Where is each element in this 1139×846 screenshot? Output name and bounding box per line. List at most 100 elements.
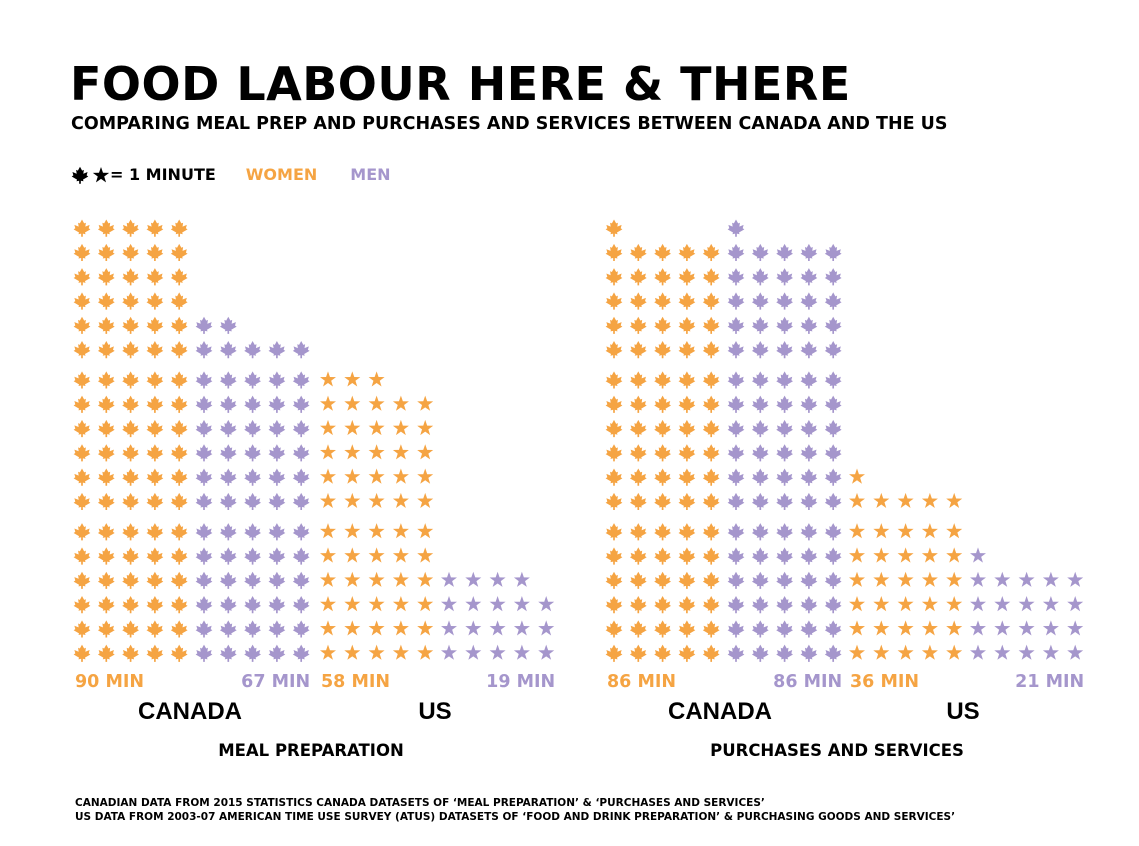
maple-leaf-mark bbox=[97, 316, 115, 334]
star-mark bbox=[946, 547, 963, 563]
maple-leaf-mark bbox=[776, 316, 793, 334]
star-mark bbox=[368, 492, 385, 508]
maple-leaf-mark bbox=[219, 419, 237, 438]
maple-leaf-mark bbox=[654, 419, 671, 438]
maple-leaf-mark bbox=[629, 444, 647, 462]
star-mark bbox=[344, 596, 361, 612]
maple-leaf-mark bbox=[629, 395, 647, 413]
maple-leaf-mark bbox=[824, 444, 842, 462]
star-mark bbox=[368, 620, 385, 636]
maple-leaf-mark bbox=[727, 523, 745, 541]
star-mark bbox=[441, 596, 457, 612]
star-mark bbox=[873, 547, 890, 563]
maple-leaf-mark bbox=[97, 596, 115, 614]
maple-leaf-mark bbox=[97, 243, 115, 262]
maple-leaf-mark bbox=[702, 243, 720, 262]
maple-leaf-mark bbox=[605, 644, 623, 662]
star-mark bbox=[344, 419, 361, 436]
star-mark bbox=[465, 571, 482, 587]
star-mark bbox=[392, 596, 409, 612]
chart-title: PURCHASES AND SERVICES bbox=[710, 741, 964, 760]
maple-leaf-mark bbox=[170, 341, 188, 359]
maple-leaf-mark bbox=[678, 468, 696, 486]
star-mark bbox=[873, 596, 890, 612]
star-mark bbox=[873, 620, 890, 636]
maple-leaf-mark bbox=[702, 341, 720, 359]
maple-leaf-mark bbox=[73, 268, 91, 286]
maple-leaf-mark bbox=[654, 395, 671, 413]
star-mark bbox=[1042, 644, 1059, 660]
maple-leaf-mark bbox=[824, 571, 842, 589]
maple-leaf-mark bbox=[73, 620, 91, 638]
maple-leaf-mark bbox=[73, 596, 91, 614]
star-mark bbox=[849, 492, 865, 508]
maple-leaf-mark bbox=[800, 571, 818, 589]
maple-leaf-mark bbox=[292, 571, 310, 589]
star-mark bbox=[994, 620, 1011, 636]
maple-leaf-mark bbox=[629, 371, 647, 389]
maple-leaf-mark bbox=[678, 571, 696, 589]
maple-leaf-mark bbox=[195, 547, 213, 565]
maple-leaf-mark bbox=[292, 492, 310, 511]
maple-leaf-mark bbox=[73, 292, 91, 310]
maple-leaf-mark bbox=[292, 547, 310, 565]
star-mark bbox=[513, 620, 530, 636]
maple-leaf-mark bbox=[629, 523, 647, 541]
maple-leaf-mark bbox=[122, 292, 139, 310]
maple-leaf-mark bbox=[605, 547, 623, 565]
maple-leaf-mark bbox=[751, 620, 769, 638]
maple-leaf-mark bbox=[751, 243, 769, 262]
maple-leaf-mark bbox=[605, 316, 623, 334]
maple-leaf-mark bbox=[605, 444, 623, 462]
maple-leaf-mark bbox=[678, 341, 696, 359]
star-mark bbox=[1042, 596, 1059, 612]
maple-leaf-mark bbox=[122, 395, 139, 413]
maple-leaf-mark bbox=[702, 371, 720, 389]
star-mark bbox=[320, 492, 336, 508]
maple-leaf-mark bbox=[776, 444, 793, 462]
maple-leaf-mark bbox=[122, 371, 139, 389]
maple-leaf-mark bbox=[727, 292, 745, 310]
maple-leaf-mark bbox=[170, 644, 188, 662]
maple-leaf-mark bbox=[605, 395, 623, 413]
maple-leaf-mark bbox=[219, 644, 237, 662]
maple-leaf-mark bbox=[629, 596, 647, 614]
star-mark bbox=[344, 395, 361, 411]
maple-leaf-mark bbox=[122, 644, 139, 662]
star-mark bbox=[465, 620, 482, 636]
maple-leaf-mark bbox=[727, 219, 745, 237]
maple-leaf-mark bbox=[97, 523, 115, 541]
maple-leaf-mark bbox=[146, 523, 164, 541]
maple-leaf-mark bbox=[170, 492, 188, 511]
maple-leaf-mark bbox=[195, 316, 213, 334]
maple-leaf-mark bbox=[219, 341, 237, 359]
star-mark bbox=[873, 571, 890, 587]
maple-leaf-mark bbox=[776, 268, 793, 286]
maple-leaf-mark bbox=[170, 243, 188, 262]
star-mark bbox=[1067, 644, 1084, 660]
star-mark bbox=[417, 644, 434, 660]
maple-leaf-mark bbox=[702, 316, 720, 334]
maple-leaf-mark bbox=[654, 371, 671, 389]
maple-leaf-mark bbox=[122, 341, 139, 359]
maple-leaf-mark bbox=[654, 596, 671, 614]
maple-leaf-mark bbox=[146, 395, 164, 413]
star-mark bbox=[1067, 571, 1084, 587]
star-mark bbox=[970, 547, 986, 563]
maple-leaf-mark bbox=[146, 620, 164, 638]
maple-leaf-mark bbox=[605, 523, 623, 541]
star-mark bbox=[1018, 571, 1035, 587]
maple-leaf-mark bbox=[97, 341, 115, 359]
maple-leaf-mark bbox=[751, 444, 769, 462]
maple-leaf-mark bbox=[751, 571, 769, 589]
star-mark bbox=[538, 620, 555, 636]
maple-leaf-mark bbox=[678, 492, 696, 511]
maple-leaf-mark bbox=[654, 268, 671, 286]
maple-leaf-mark bbox=[244, 644, 261, 662]
maple-leaf-mark bbox=[751, 341, 769, 359]
footnote-us: US DATA FROM 2003-07 AMERICAN TIME USE S… bbox=[75, 811, 956, 823]
star-mark bbox=[970, 644, 986, 660]
maple-leaf-mark bbox=[654, 243, 671, 262]
maple-leaf-mark bbox=[824, 492, 842, 511]
star-mark bbox=[344, 468, 361, 484]
